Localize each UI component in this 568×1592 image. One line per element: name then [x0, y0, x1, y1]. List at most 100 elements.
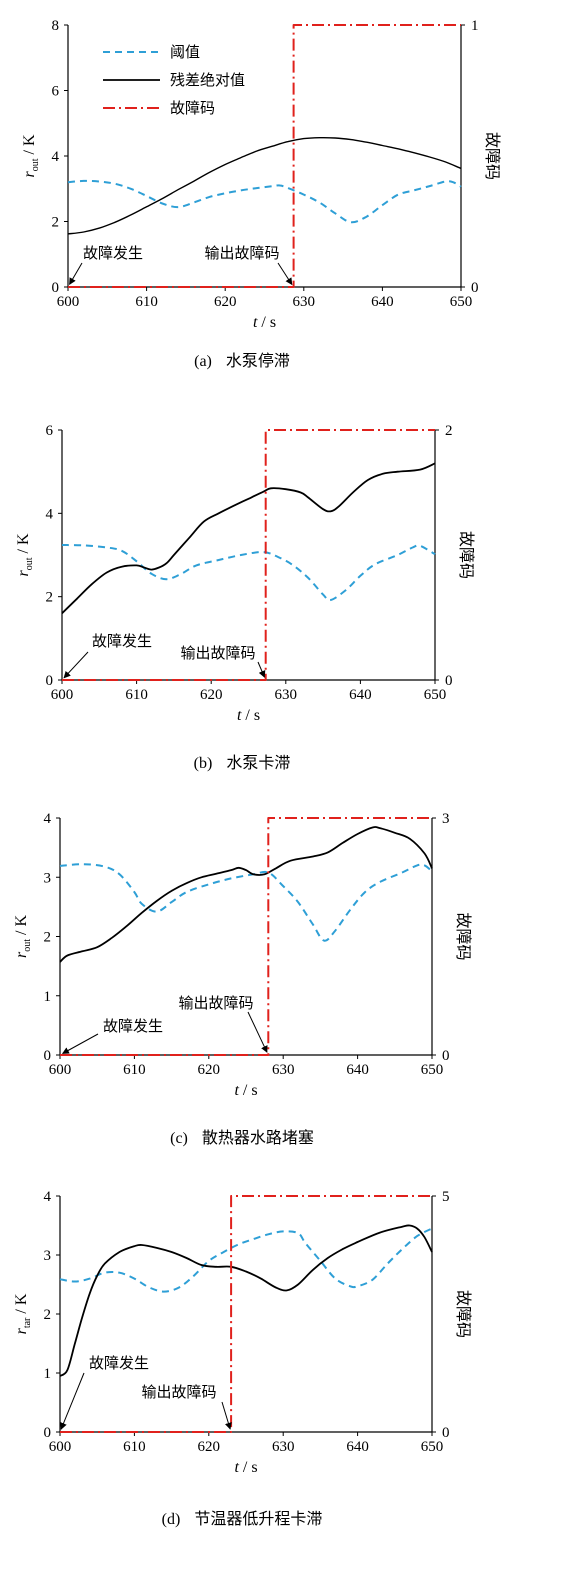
y-axis-subscript: out: [22, 939, 33, 952]
caption-title: 水泵停滞: [226, 352, 290, 370]
residual-line: [61, 462, 436, 614]
x-tick-label: 650: [424, 687, 447, 703]
y-tick-label: 0: [44, 1425, 52, 1441]
chart-panel-d: 0 1 2 3 4 0 5 600 610 620 630 640 650 t / s rtar / K 故障…: [13, 1189, 472, 1528]
y-axis-symbol: r: [13, 951, 30, 958]
annotation-arrow: [63, 651, 89, 679]
annotation-label: 故障发生: [83, 244, 143, 262]
y-tick-label: 0: [46, 673, 54, 689]
y-axis-symbol: r: [15, 570, 32, 577]
legend-fault-code-label: 故障码: [170, 99, 215, 117]
y-tick-label: 3: [44, 1248, 52, 1264]
y-tick-label: 6: [46, 423, 54, 439]
residual-line: [59, 1224, 433, 1377]
x-axis-unit: / s: [239, 1459, 258, 1476]
x-tick-label: 630: [293, 294, 316, 310]
annotation-label: 故障发生: [89, 1354, 149, 1372]
y-axis-unit: / K: [13, 915, 30, 939]
annotation-label: 输出故障码: [141, 1383, 216, 1401]
annotation-label: 输出故障码: [180, 644, 255, 662]
y-tick-label: 4: [46, 506, 54, 522]
x-axis-symbol: t: [234, 1459, 239, 1476]
y-axis-symbol: r: [13, 1327, 30, 1334]
y2-tick-label: 2: [445, 423, 453, 439]
chart-caption: (d) 节温器低升程卡滞: [162, 1510, 323, 1528]
caption-panel-label: (c): [170, 1130, 188, 1147]
y-tick-label: 8: [52, 18, 60, 34]
y2-tick-label: 0: [442, 1048, 450, 1064]
y2-axis-title: 故障码: [454, 1290, 472, 1338]
y-tick-label: 1: [44, 1366, 52, 1382]
threshold-line: [59, 863, 433, 942]
caption-panel-label: (b): [194, 755, 213, 772]
residual-line: [67, 136, 462, 235]
residual-line: [59, 826, 433, 963]
threshold-line: [67, 179, 462, 224]
x-axis-symbol: t: [234, 1082, 239, 1099]
fault-code-line: [60, 1195, 432, 1433]
x-tick-label: 630: [275, 687, 298, 703]
annotation-arrow: [257, 661, 266, 678]
fault-code-line: [62, 429, 435, 681]
x-axis-symbol: t: [253, 314, 258, 331]
annotation-arrow: [221, 1401, 232, 1430]
y-tick-label: 4: [44, 1189, 52, 1205]
y-axis-title: rout / K: [13, 915, 33, 958]
x-tick-label: 610: [123, 1439, 146, 1455]
x-tick-label: 600: [51, 687, 74, 703]
y-axis-symbol: r: [21, 171, 38, 178]
y-tick-label: 0: [44, 1048, 52, 1064]
x-axis-title: t / s: [234, 1082, 257, 1099]
x-tick-label: 610: [125, 687, 148, 703]
x-tick-label: 620: [198, 1439, 221, 1455]
chart-panel-c: 0 1 2 3 4 0 3 600 610 620 630 640 650 t / s rout / K 故障…: [13, 811, 472, 1147]
x-tick-label: 650: [421, 1062, 444, 1078]
y-tick-label: 2: [44, 1307, 52, 1323]
x-axis-title: t / s: [253, 314, 276, 331]
x-tick-label: 620: [214, 294, 237, 310]
y-tick-label: 4: [44, 811, 52, 827]
caption-title: 水泵卡滞: [226, 754, 290, 772]
x-tick-label: 600: [49, 1439, 72, 1455]
legend-residual-label: 残差绝对值: [170, 72, 245, 89]
annotation-arrow: [61, 1033, 99, 1054]
x-tick-label: 630: [272, 1062, 295, 1078]
x-axis-unit: / s: [239, 1082, 258, 1099]
annotation-arrow: [277, 262, 293, 286]
caption-title: 散热器水路堵塞: [202, 1129, 314, 1147]
caption-panel-label: (d): [162, 1511, 181, 1528]
x-tick-label: 600: [57, 294, 80, 310]
y-tick-label: 1: [44, 989, 52, 1005]
x-tick-label: 650: [421, 1439, 444, 1455]
y-axis-title: rtar / K: [13, 1293, 33, 1334]
x-tick-label: 620: [198, 1062, 221, 1078]
annotation-arrow: [69, 262, 83, 286]
legend-threshold-label: 阈值: [170, 44, 200, 61]
y2-tick-label: 5: [442, 1189, 450, 1205]
y2-tick-label: 3: [442, 811, 450, 827]
annotation-arrow: [247, 1011, 268, 1053]
y-axis-title: rout / K: [15, 533, 35, 576]
chart-caption: (b) 水泵卡滞: [194, 754, 291, 772]
y-tick-label: 2: [44, 930, 52, 946]
y-axis-title: rout / K: [21, 134, 41, 177]
annotation-label: 故障发生: [103, 1017, 163, 1035]
x-axis-unit: / s: [241, 707, 260, 724]
threshold-line: [59, 1227, 433, 1293]
x-tick-label: 620: [200, 687, 223, 703]
y2-tick-label: 1: [471, 18, 479, 34]
x-tick-label: 640: [371, 294, 394, 310]
caption-title: 节温器低升程卡滞: [194, 1510, 322, 1528]
y-tick-label: 3: [44, 870, 52, 886]
y2-tick-label: 0: [445, 673, 453, 689]
x-tick-label: 610: [135, 294, 158, 310]
x-tick-label: 610: [123, 1062, 146, 1078]
x-axis-title: t / s: [234, 1459, 257, 1476]
caption-panel-label: (a): [194, 353, 212, 370]
fault-code-line: [68, 24, 461, 288]
y-tick-label: 2: [46, 590, 54, 606]
y2-tick-label: 0: [471, 280, 479, 296]
x-tick-label: 630: [272, 1439, 295, 1455]
